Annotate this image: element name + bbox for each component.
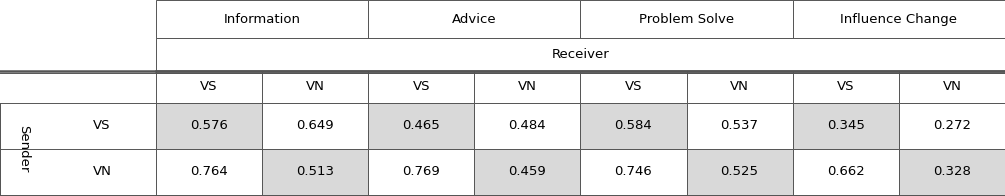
Bar [793,0,1005,38]
Text: VN: VN [731,80,749,93]
Text: 0.513: 0.513 [296,165,334,179]
Bar [581,71,686,103]
Text: 0.465: 0.465 [402,119,440,132]
Text: 0.649: 0.649 [296,119,334,132]
Bar [686,149,793,195]
Text: VN: VN [943,80,962,93]
Bar [793,149,898,195]
Bar [686,71,793,103]
Bar [368,103,474,149]
Bar [368,71,474,103]
Text: VS: VS [93,119,111,132]
Bar [262,103,368,149]
Text: VS: VS [837,80,854,93]
Bar [156,149,262,195]
Text: 0.328: 0.328 [933,165,971,179]
Bar [368,149,474,195]
Text: VS: VS [200,80,218,93]
Bar [262,149,368,195]
Text: 0.576: 0.576 [190,119,228,132]
Bar [581,103,686,149]
Text: VS: VS [412,80,430,93]
Text: VN: VN [518,80,537,93]
Bar [156,0,368,38]
Bar [686,103,793,149]
Bar [581,0,793,38]
Text: Influence Change: Influence Change [840,13,958,26]
Text: Advice: Advice [452,13,496,26]
Text: 0.537: 0.537 [721,119,759,132]
Text: 0.746: 0.746 [615,165,652,179]
Text: 0.484: 0.484 [509,119,546,132]
Bar [581,149,686,195]
Text: 0.345: 0.345 [827,119,864,132]
Bar [898,103,1005,149]
Bar [793,71,898,103]
Text: VN: VN [92,165,112,179]
Text: Receiver: Receiver [552,48,609,61]
Text: Information: Information [223,13,300,26]
Text: VS: VS [625,80,642,93]
Bar [474,103,581,149]
Text: 0.662: 0.662 [827,165,864,179]
Text: Sender: Sender [18,125,30,173]
Text: 0.584: 0.584 [615,119,652,132]
Bar [898,71,1005,103]
Bar [156,71,262,103]
Bar [474,149,581,195]
Bar [156,103,262,149]
Bar [474,71,581,103]
Text: 0.764: 0.764 [190,165,228,179]
Bar [793,103,898,149]
Bar [368,0,580,38]
Text: Problem Solve: Problem Solve [639,13,734,26]
Bar [898,149,1005,195]
Bar [156,38,1005,71]
Text: 0.769: 0.769 [402,165,440,179]
Bar [0,103,156,195]
Text: VN: VN [306,80,325,93]
Text: 0.272: 0.272 [933,119,971,132]
Text: 0.525: 0.525 [721,165,759,179]
Bar [262,71,368,103]
Text: 0.459: 0.459 [509,165,546,179]
